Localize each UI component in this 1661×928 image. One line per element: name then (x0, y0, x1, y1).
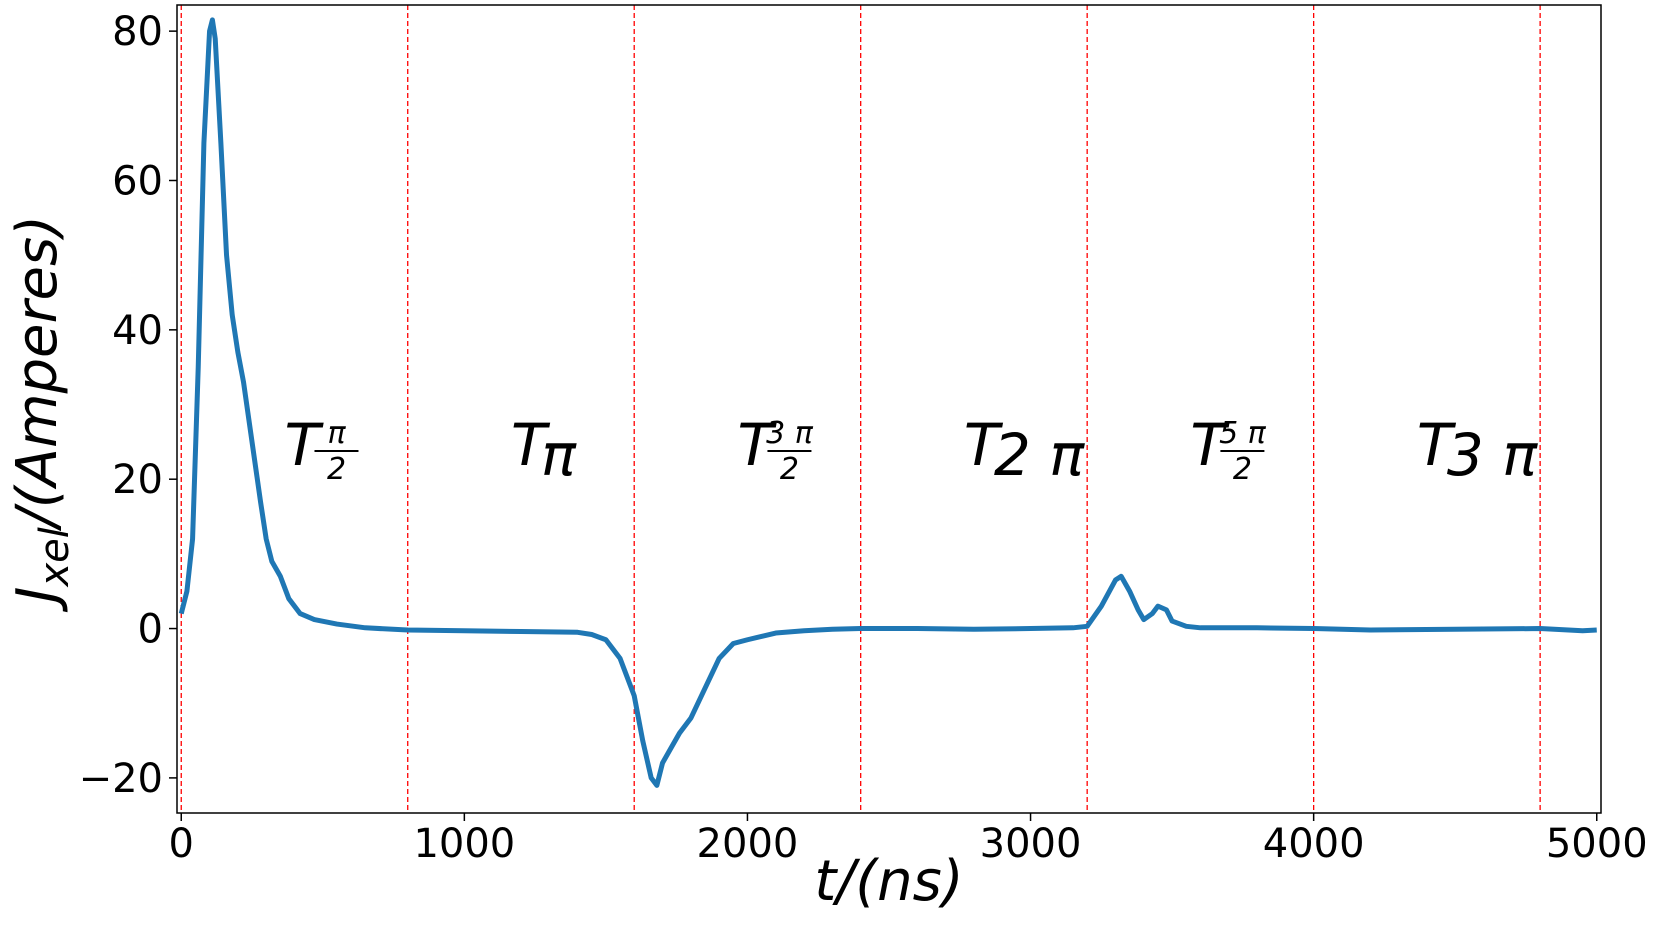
y-tick-label: 20 (112, 457, 163, 503)
y-label-rest: /(Amperes) (5, 215, 70, 532)
x-tick-label: 1000 (413, 821, 515, 867)
annotation-den: 2 (327, 452, 346, 487)
annotation-sub: 3 π (1447, 421, 1538, 489)
annotation-base: T (964, 411, 1004, 479)
y-tick-label: 80 (112, 9, 163, 55)
annotation-base: T (737, 411, 777, 479)
x-tick-label: 3000 (980, 821, 1082, 867)
annotation-base: T (284, 411, 324, 479)
x-axis-label: t/(ns) (814, 849, 963, 914)
x-tick-label: 4000 (1263, 821, 1365, 867)
data-line (178, 17, 1597, 788)
annotation-den: 2 (780, 452, 799, 487)
x-tick-label: 0 (169, 821, 194, 867)
x-tick-label: 5000 (1546, 821, 1648, 867)
y-tick-label: 0 (138, 607, 163, 653)
y-label-sub: xel (32, 527, 78, 588)
plot-frame (176, 4, 1602, 814)
annotation-base: T (1190, 411, 1230, 479)
annotation-num: π (327, 416, 346, 451)
y-tick-label: 40 (112, 308, 163, 354)
annotation-base: T (511, 411, 551, 479)
annotation-num: 3 π (766, 416, 814, 451)
annotation-num: 5 π (1219, 416, 1267, 451)
y-tick-label: 60 (112, 158, 163, 204)
annotation-sub: π (541, 421, 577, 489)
annotation-base: T (1417, 411, 1457, 479)
y-tick-label: −20 (79, 756, 163, 802)
annotation-sub: 2 π (994, 421, 1085, 489)
annotation-den: 2 (1233, 452, 1252, 487)
y-label-base: J (5, 586, 70, 613)
y-axis-label: Jxel/(Amperes) (5, 215, 78, 613)
x-tick-label: 2000 (697, 821, 799, 867)
